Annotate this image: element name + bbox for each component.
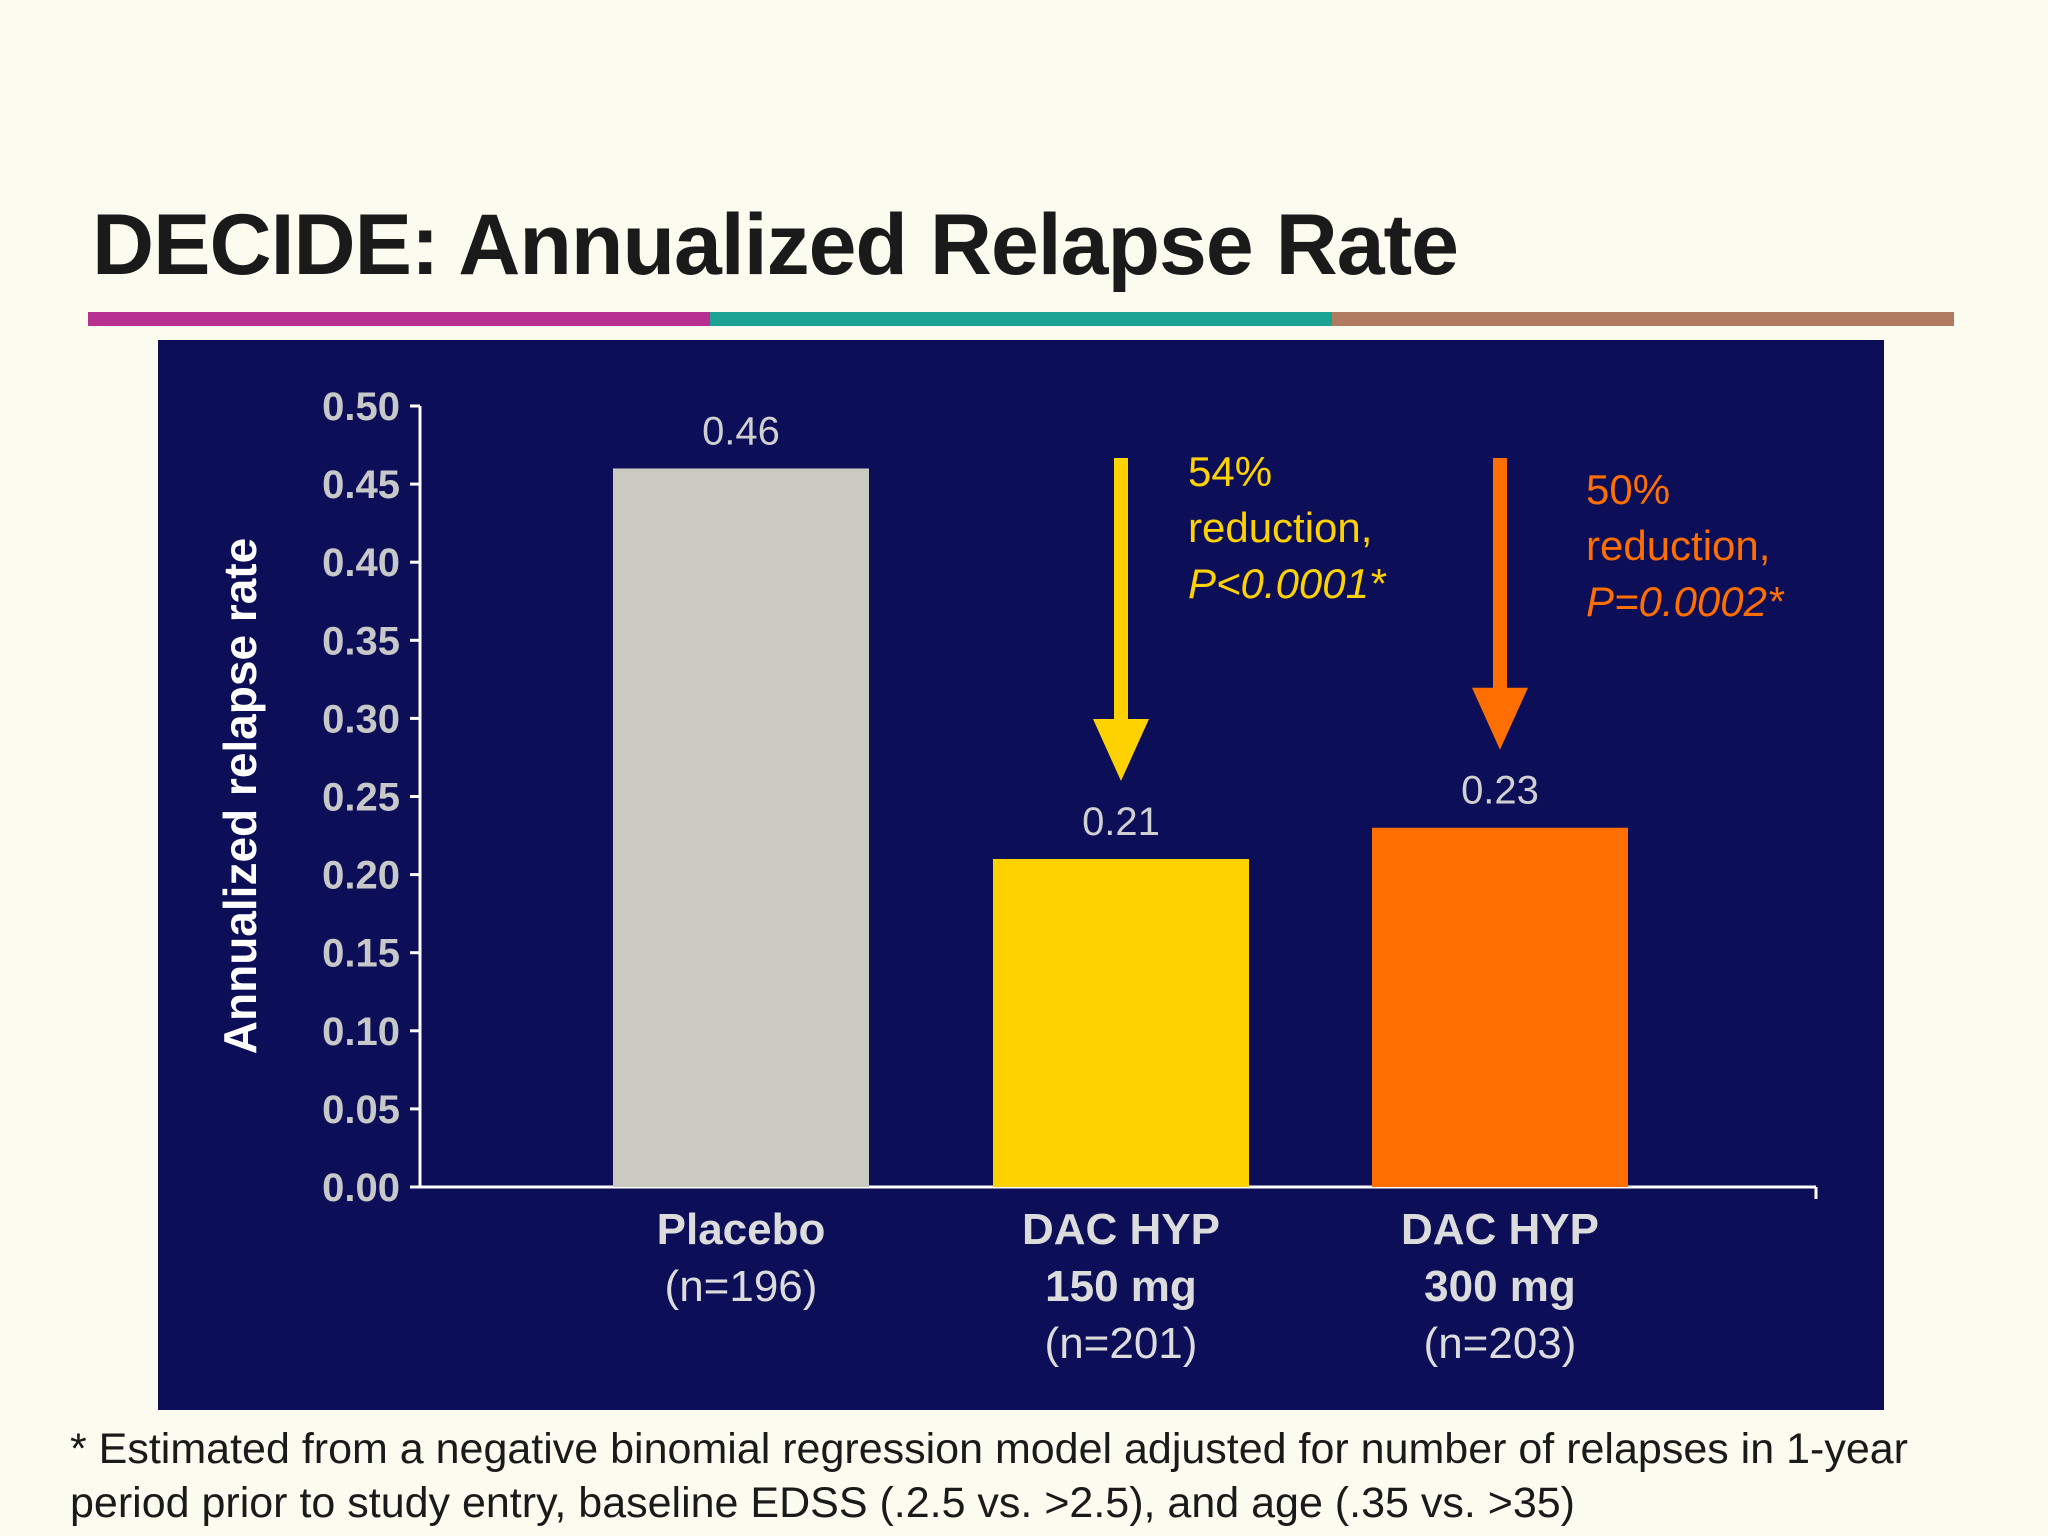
category-label: (n=196): [665, 1262, 818, 1311]
reduction-annotation-text: reduction,: [1188, 504, 1372, 551]
y-tick-label: 0.35: [322, 619, 400, 663]
category-label: (n=203): [1424, 1319, 1577, 1368]
underline-segment-brown: [1332, 312, 1954, 326]
reduction-arrow-shaft: [1114, 458, 1128, 721]
reduction-annotation-text: 54%: [1188, 448, 1272, 495]
bar: [613, 468, 869, 1187]
y-tick-label: 0.05: [322, 1088, 400, 1132]
reduction-arrow-head: [1472, 687, 1528, 750]
underline-segment-magenta: [88, 312, 710, 326]
reduction-arrow-head: [1093, 718, 1149, 781]
y-tick-label: 0.00: [322, 1166, 400, 1210]
category-label: Placebo: [657, 1205, 826, 1254]
category-label: 300 mg: [1424, 1262, 1576, 1311]
category-label: DAC HYP: [1401, 1205, 1599, 1254]
page-title: DECIDE: Annualized Relapse Rate: [92, 197, 1459, 293]
bar-value-label: 0.46: [702, 409, 780, 453]
category-label: DAC HYP: [1022, 1205, 1220, 1254]
footnote: * Estimated from a negative binomial reg…: [70, 1425, 1908, 1527]
reduction-annotation-text: reduction,: [1586, 522, 1770, 569]
category-label: (n=201): [1045, 1319, 1198, 1368]
bar: [1372, 827, 1628, 1187]
reduction-arrow-shaft: [1493, 458, 1507, 690]
y-tick-label: 0.50: [322, 385, 400, 429]
relapse-rate-bar-chart: 0.00 0.05 0.10 0.15 0.20 0.25 0.30 0.35 0.40 0.45…: [214, 385, 1818, 1368]
y-tick-label: 0.45: [322, 463, 400, 507]
y-tick-label: 0.30: [322, 697, 400, 741]
reduction-annotation-text: P=0.0002*: [1586, 578, 1785, 625]
y-axis-title: Annualized relapse rate: [214, 538, 266, 1054]
bar-value-label: 0.23: [1461, 769, 1539, 813]
category-label: 150 mg: [1045, 1262, 1197, 1311]
y-tick-label: 0.40: [322, 541, 400, 585]
bar: [993, 858, 1249, 1187]
chart-panel: 0.00 0.05 0.10 0.15 0.20 0.25 0.30 0.35 0.40 0.45…: [158, 340, 1884, 1410]
y-tick-label: 0.15: [322, 932, 400, 976]
reduction-annotation-text: 50%: [1586, 466, 1670, 513]
y-tick-label: 0.25: [322, 776, 400, 820]
y-tick-label: 0.10: [322, 1010, 400, 1054]
underline-segment-teal: [710, 312, 1332, 326]
title-underline: [88, 312, 1954, 326]
reduction-annotation-text: P<0.0001*: [1188, 560, 1387, 607]
bar-value-label: 0.21: [1082, 800, 1160, 844]
y-tick-label: 0.20: [322, 854, 400, 898]
